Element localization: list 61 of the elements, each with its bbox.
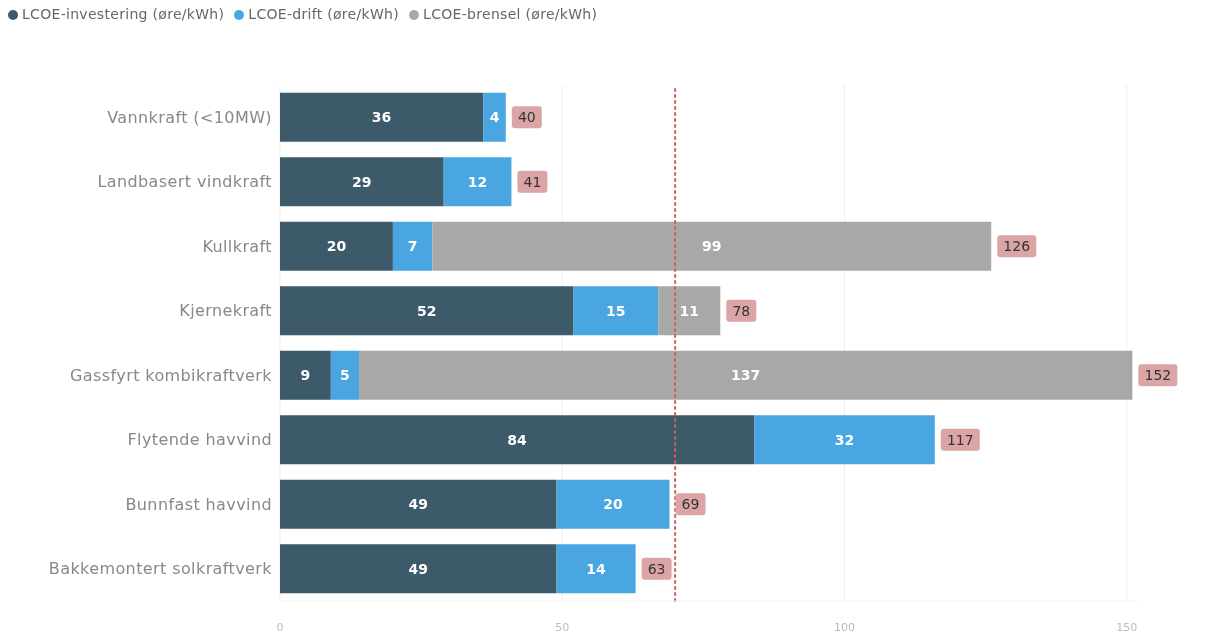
- bar: [280, 221, 393, 271]
- data-label: 29: [352, 173, 372, 190]
- data-label: 137: [731, 367, 761, 384]
- data-label: 11: [679, 302, 699, 319]
- legend-label: LCOE-investering (øre/kWh): [22, 6, 225, 22]
- x-tick-label: 0: [276, 620, 284, 634]
- total-label: 63: [647, 560, 666, 577]
- total-label: 41: [523, 173, 542, 190]
- bar: [556, 479, 670, 529]
- data-label: 84: [507, 431, 528, 448]
- data-label: 9: [300, 367, 311, 384]
- bar: [280, 92, 484, 142]
- bar: [443, 157, 512, 207]
- x-tick-label: 150: [1116, 620, 1138, 634]
- data-label: 36: [371, 109, 392, 126]
- bar: [280, 415, 755, 465]
- total-label: 152: [1144, 367, 1172, 384]
- y-tick-label: Vannkraft (<10MW): [107, 107, 272, 127]
- y-tick-label: Kjernekraft: [179, 301, 272, 321]
- y-tick-label: Flytende havvind: [127, 430, 272, 450]
- total-label: 40: [517, 109, 536, 126]
- bar: [280, 479, 557, 529]
- total-label: 126: [1003, 238, 1031, 255]
- total-label: 78: [732, 302, 751, 319]
- data-label: 5: [340, 367, 350, 384]
- x-tick-label: 100: [833, 620, 855, 634]
- y-tick-label: Bakkemontert solkraftverk: [48, 559, 273, 579]
- bar: [280, 544, 557, 594]
- total-label: 117: [946, 431, 974, 448]
- bar: [359, 350, 1133, 400]
- data-label: 14: [586, 560, 607, 577]
- legend-label: LCOE-brensel (øre/kWh): [423, 6, 598, 22]
- y-tick-label: Kullkraft: [202, 236, 272, 256]
- bar: [573, 286, 659, 336]
- data-label: 12: [467, 173, 488, 190]
- y-tick-label: Bunnfast havvind: [125, 494, 272, 514]
- bar: [658, 286, 721, 336]
- bar: [280, 350, 331, 400]
- data-label: 32: [834, 431, 855, 448]
- legend-label: LCOE-drift (øre/kWh): [248, 6, 400, 22]
- x-tick-label: 50: [555, 620, 570, 634]
- data-label: 99: [702, 238, 722, 255]
- data-label: 4: [489, 109, 500, 126]
- total-label: 69: [681, 496, 700, 513]
- y-tick-label: Gassfyrt kombikraftverk: [70, 365, 273, 385]
- bar: [280, 157, 444, 207]
- bar: [330, 350, 360, 400]
- bar: [483, 92, 506, 142]
- data-label: 20: [326, 238, 347, 255]
- data-label: 49: [408, 496, 429, 513]
- y-tick-label: Landbasert vindkraft: [97, 172, 272, 192]
- data-label: 52: [417, 302, 437, 319]
- data-label: 49: [408, 560, 429, 577]
- data-label: 20: [603, 496, 624, 513]
- bar: [280, 286, 574, 336]
- data-label: 15: [606, 302, 626, 319]
- bar: [392, 221, 433, 271]
- data-label: 7: [407, 238, 418, 255]
- bar: [432, 221, 992, 271]
- bar: [754, 415, 935, 465]
- bar: [556, 544, 636, 594]
